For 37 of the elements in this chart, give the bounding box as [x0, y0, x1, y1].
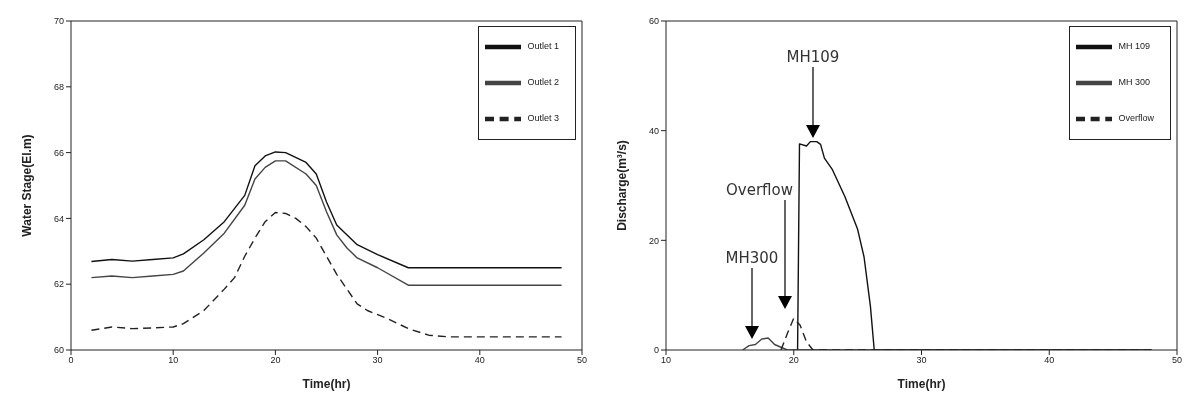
x-tick-label: 40	[1044, 355, 1055, 366]
y-tick-label: 68	[53, 82, 64, 92]
line-series	[90, 211, 563, 338]
y-tick-label: 20	[648, 235, 659, 246]
legend-label: MH 109	[1118, 41, 1150, 52]
legend-label: Outlet 2	[527, 77, 559, 88]
legend-label: Outlet 3	[527, 113, 559, 124]
legend-label: MH 300	[1118, 77, 1150, 88]
legend-label: Overflow	[1118, 113, 1154, 124]
annotation: MH300	[725, 249, 779, 267]
y-axis-title: Discharge(m³/s)	[615, 140, 630, 231]
x-tick-label: 50	[576, 355, 588, 366]
line-series	[90, 151, 563, 269]
y-tick-label: 0	[653, 345, 659, 356]
y-tick-label: 60	[53, 345, 64, 356]
line-series	[90, 160, 563, 286]
x-axis-title: Time(hr)	[302, 377, 351, 391]
y-tick-label: 64	[53, 213, 64, 224]
y-tick-label: 66	[53, 147, 64, 158]
x-tick-label: 50	[1171, 355, 1183, 366]
x-axis-title: Time(hr)	[897, 377, 946, 391]
x-tick-label: 10	[168, 355, 179, 366]
y-tick-label: 40	[648, 125, 659, 136]
x-tick-label: 40	[474, 355, 485, 366]
annotation: MH109	[786, 48, 840, 66]
x-tick-label: 20	[788, 355, 799, 366]
x-tick-label: 30	[916, 355, 927, 366]
y-tick-label: 62	[53, 279, 64, 290]
y-tick-label: 70	[53, 16, 64, 27]
annotation: Overflow	[726, 181, 793, 199]
legend-label: Outlet 1	[527, 41, 559, 52]
x-tick-label: 0	[68, 355, 74, 366]
x-tick-label: 30	[372, 355, 383, 366]
x-tick-label: 20	[270, 355, 281, 366]
y-axis-title: Water Stage(El.m)	[20, 134, 35, 237]
x-tick-label: 10	[660, 355, 672, 366]
y-tick-label: 60	[648, 16, 659, 27]
